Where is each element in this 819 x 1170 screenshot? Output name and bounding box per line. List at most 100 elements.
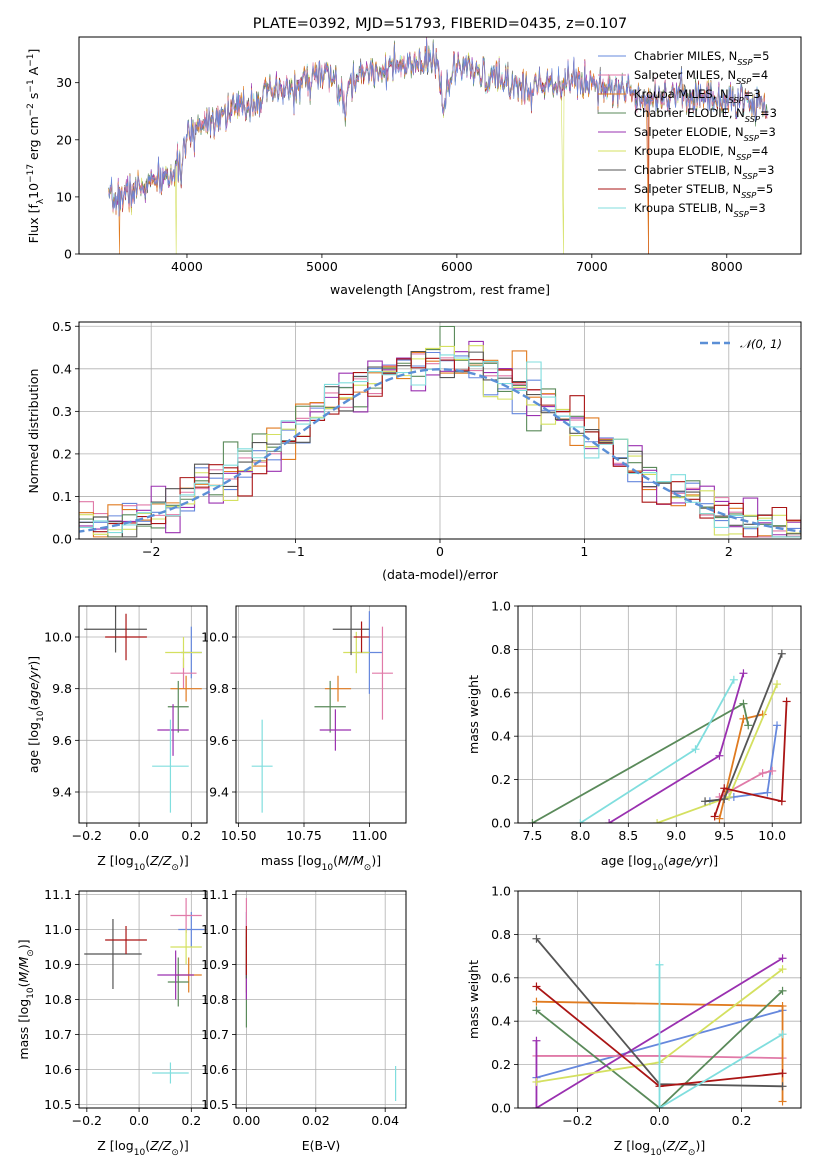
axes-frame [78,605,208,824]
y-tick-label: 0.2 [491,1057,511,1072]
weight-line-salpeter-elodie [535,957,784,1108]
x-tick-label: 2 [725,544,733,559]
plot-area-age-z [84,606,202,813]
errorbar-salpeter-stelib [105,613,147,661]
axes-mw-z: −0.2 0.0 0.2 0.0 0.2 0.4 0.6 0.8 1.0 mass weight Z… [466,884,802,1158]
legend-label-chabrier-stelib: Chabrier STELIB, NSSP=3 [634,163,774,181]
x-tick-label: 0.02 [302,1113,330,1128]
x-tick-label: 0.2 [181,828,201,843]
y-tick-label: 0.4 [491,1014,511,1029]
weight-series-chabrier-elodie [528,699,753,823]
y-tick-label: 0.0 [52,532,72,547]
axes-frame [78,36,802,255]
plot-area-mw-age [528,649,791,823]
y-axis-label: mass weight [466,960,481,1039]
x-tick-label: −0.2 [562,1113,592,1128]
y-tick-label: 10.0 [201,630,229,645]
plot-area-spectrum [108,37,768,254]
axes-hist: −2 −1 0 1 2 0.0 0.1 0.2 0.3 0.4 0.5 Normed distribu… [26,319,802,582]
errorbar-salpeter-miles [372,626,393,720]
y-tick-label: 1.0 [491,599,511,614]
x-axis-label: Z [log10(Z/Z⊙)] [614,1138,705,1158]
legend-label-salpeter-elodie: Salpeter ELODIE, NSSP=3 [634,125,776,143]
y-tick-label: 0.1 [52,489,72,504]
x-tick-label: 8.5 [618,828,638,843]
errorbar-kroupa-miles [170,675,202,702]
y-tick-label: 9.4 [209,785,229,800]
y-tick-label: 0.5 [52,319,72,334]
axes-frame [235,605,407,824]
legend-label-normal: 𝒩(0, 1) [740,337,782,351]
x-axis-label: (data-model)/error [382,567,499,582]
weight-series-kroupa-elodie [653,680,782,823]
y-tick-label: 0.2 [52,446,72,461]
x-tick-label: 0 [436,544,444,559]
y-axis-label: age [log10(age/yr)] [26,656,46,773]
figure-title: PLATE=0392, MJD=51793, FIBERID=0435, z=0… [253,16,627,32]
x-axis-label: Z [log10(Z/Z⊙)] [97,853,188,873]
errorbar-kroupa-elodie [165,637,202,668]
axes-mass-z: −0.2 0.0 0.2 10.5 10.6 10.7 10.8 10.9 11.0 11.1 ma… [16,887,208,1158]
x-tick-label: 0.0 [129,1113,149,1128]
normal-fit-curve [79,368,801,533]
x-tick-label: 10.75 [286,828,322,843]
y-axis-label: mass weight [466,675,481,754]
y-tick-label: 10.9 [44,957,72,972]
weight-series-chabrier-stelib [701,649,786,806]
weight-series-kroupa-stelib [655,960,787,1108]
weight-series-chabrier-elodie [532,986,787,1108]
x-tick-label: 0.00 [232,1113,260,1128]
x-tick-label: 1 [580,544,588,559]
x-axis-label: age [log10(age/yr)] [601,853,718,873]
x-tick-label: −0.2 [72,828,102,843]
x-tick-label: 0.0 [650,1113,670,1128]
y-tick-label: 30 [56,75,72,90]
plot-area-age-mass [251,606,393,813]
errorbar-chabrier-stelib [84,606,147,653]
errorbar-salpeter-elodie [319,709,352,751]
y-tick-label: 1.0 [491,884,511,899]
spectrum-line-chabrier-miles [108,38,768,217]
x-tick-label: −2 [142,544,160,559]
errorbar-chabrier-elodie [167,680,189,733]
plot-area-mass-ebv [245,898,397,1101]
y-tick-label: 0.6 [491,970,511,985]
x-tick-label: 7000 [576,259,608,274]
plot-area-mass-z [84,898,205,1084]
errorbar-kroupa-stelib [152,1062,189,1084]
weight-series-kroupa-stelib [576,675,738,823]
y-tick-label: 10.9 [201,957,229,972]
y-tick-label: 11.1 [201,887,229,902]
y-tick-label: 9.8 [209,681,229,696]
weight-line-salpeter-stelib [713,701,788,817]
errorbar-chabrier-stelib [332,606,370,656]
y-tick-label: 10.8 [44,992,72,1007]
y-tick-label: 20 [56,132,72,147]
errorbar-kroupa-stelib [152,719,189,813]
y-tick-label: 0.3 [52,404,72,419]
x-tick-label: 11.00 [351,828,387,843]
errorbar-salpeter-elodie [157,704,189,756]
weight-line-kroupa-stelib [658,964,784,1108]
y-tick-label: 10.0 [44,630,72,645]
y-tick-label: 10.5 [44,1097,72,1112]
y-tick-label: 0.4 [52,361,72,376]
x-tick-label: −0.2 [72,1113,102,1128]
plot-area-hist [79,325,801,538]
x-axis-label: E(B-V) [302,1138,341,1153]
weight-series-salpeter-stelib [710,697,791,821]
y-tick-label: 0.4 [491,729,511,744]
errorbar-salpeter-elodie [157,950,194,1000]
axes-frame [517,605,802,824]
x-tick-label: 0.2 [732,1113,752,1128]
x-tick-label: 9.0 [666,828,686,843]
x-tick-label: 8000 [711,259,743,274]
y-tick-label: 0.8 [491,927,511,942]
legend-label-salpeter-stelib: Salpeter STELIB, NSSP=5 [634,182,773,200]
x-axis-label: mass [log10(M/M⊙)] [261,853,381,873]
weight-series-salpeter-elodie [605,669,748,823]
y-tick-label: 9.6 [209,733,229,748]
x-tick-label: 0.0 [129,828,149,843]
